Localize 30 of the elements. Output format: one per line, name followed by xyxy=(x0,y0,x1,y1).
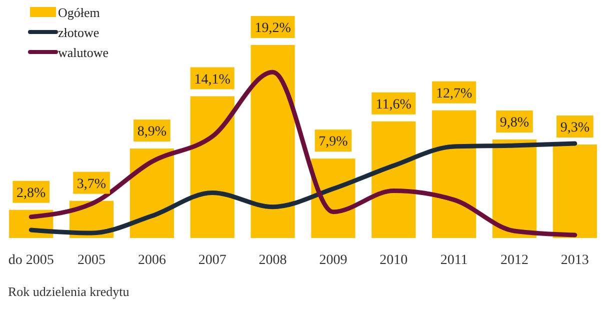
data-label: 12,7% xyxy=(436,86,472,102)
x-axis-title: Rok udzielenia kredytu xyxy=(8,284,130,299)
data-label: 7,9% xyxy=(318,134,348,150)
data-label: 14,1% xyxy=(194,72,231,88)
x-tick-label: 2008 xyxy=(258,253,287,268)
bar xyxy=(552,144,597,238)
data-label: 19,2% xyxy=(254,21,292,36)
data-label: 2,8% xyxy=(16,186,46,201)
legend-label: złotowe xyxy=(58,25,100,40)
x-tick-label: 2007 xyxy=(198,253,226,268)
bar xyxy=(250,45,295,238)
bar xyxy=(190,96,234,238)
data-label: 11,6% xyxy=(376,97,412,112)
x-tick-label: 2009 xyxy=(319,253,348,268)
data-label: 8,9% xyxy=(137,124,167,140)
bar xyxy=(432,110,476,238)
x-tick-label: 2010 xyxy=(380,253,408,268)
data-label: 3,7% xyxy=(76,176,106,192)
x-tick-label: 2013 xyxy=(560,253,589,268)
legend-label: walutowe xyxy=(58,45,109,60)
x-tick-label: 2011 xyxy=(440,253,468,268)
x-tick-label: 2005 xyxy=(78,253,106,268)
bar xyxy=(492,139,537,238)
data-label: 9,3% xyxy=(560,120,590,136)
legend-label: Ogółem xyxy=(58,5,100,20)
x-tick-label: 2006 xyxy=(138,253,166,268)
x-tick-label: 2012 xyxy=(500,253,528,268)
data-label: 9,8% xyxy=(500,115,530,130)
bar xyxy=(372,121,416,238)
x-tick-label: do 2005 xyxy=(8,253,54,268)
